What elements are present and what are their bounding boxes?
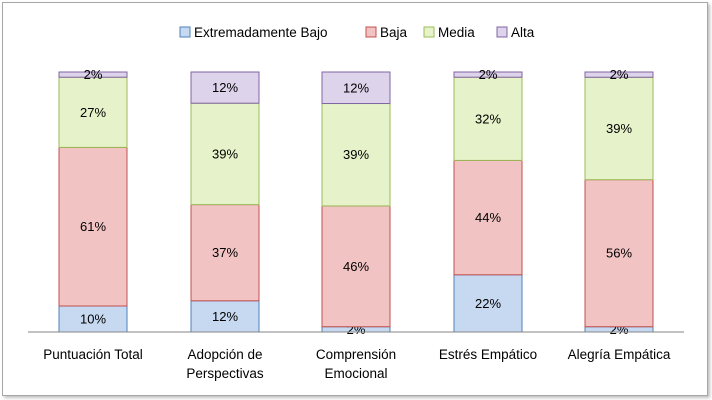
data-label-4-2: 39% [606,121,632,136]
category-label-3-0: Estrés Empático [439,347,537,362]
bar-segment-1-1 [190,204,260,302]
bar-segment-0-3 [58,71,128,78]
data-label-3-1: 44% [475,210,501,225]
bar-segment-2-2 [321,103,391,207]
data-label-3-2: 32% [475,111,501,126]
data-label-0-0: 10% [80,312,106,327]
category-label-2-1: Emocional [324,366,387,381]
legend-swatch-0 [179,26,191,38]
category-label-4-0: Alegría Empática [568,347,671,362]
data-label-1-3: 12% [212,80,238,95]
data-label-1-2: 39% [212,146,238,161]
data-label-2-1: 46% [343,259,369,274]
bar-segment-2-1 [321,205,391,328]
legend-swatch-1 [365,26,377,38]
bar-segment-0-2 [58,76,128,148]
category-labels: Puntuación Total Adopción de Perspectivas C… [43,347,671,381]
bar-segment-4-2 [584,76,654,181]
bar-segment-4-3 [584,71,654,78]
data-label-0-2: 27% [80,105,106,120]
legend-label-0: Extremadamente Bajo [194,25,328,40]
legend-swatch-3 [496,26,508,38]
legend: Extremadamente Bajo Baja Media Alta [179,25,535,40]
bar-segment-0-0 [58,305,128,333]
data-label-3-3: 2% [479,67,498,82]
data-label-3-0: 22% [475,296,501,311]
legend-swatch-2 [423,26,435,38]
bar-segment-3-2 [453,76,523,161]
legend-label-3: Alta [511,25,535,40]
category-label-0-0: Puntuación Total [43,347,143,362]
data-label-4-1: 56% [606,246,632,261]
legend-label-2: Media [438,25,475,40]
bar-segment-3-0 [453,274,523,333]
bar-segment-3-1 [453,159,523,276]
data-label-2-2: 39% [343,147,369,162]
bar-segment-3-3 [453,71,523,78]
plot-area: 10% 61% 27% 2% 12% 37% 39% 12% 2% 46% 39% 12% 22% 44%… [58,67,654,337]
data-label-1-0: 12% [212,309,238,324]
bar-segment-2-3 [321,71,391,105]
bar-segment-1-2 [190,102,260,206]
category-label-1-1: Perspectivas [186,366,264,381]
bar-segment-1-3 [190,71,260,104]
category-label-1-0: Adopción de [187,347,262,362]
data-label-2-3: 12% [343,80,369,95]
category-label-2-0: Comprensión [316,347,396,362]
data-label-0-3: 2% [84,67,103,82]
legend-label-1: Baja [380,25,408,40]
data-label-0-1: 61% [80,219,106,234]
data-label-4-3: 2% [610,67,629,82]
data-label-1-1: 37% [212,245,238,260]
